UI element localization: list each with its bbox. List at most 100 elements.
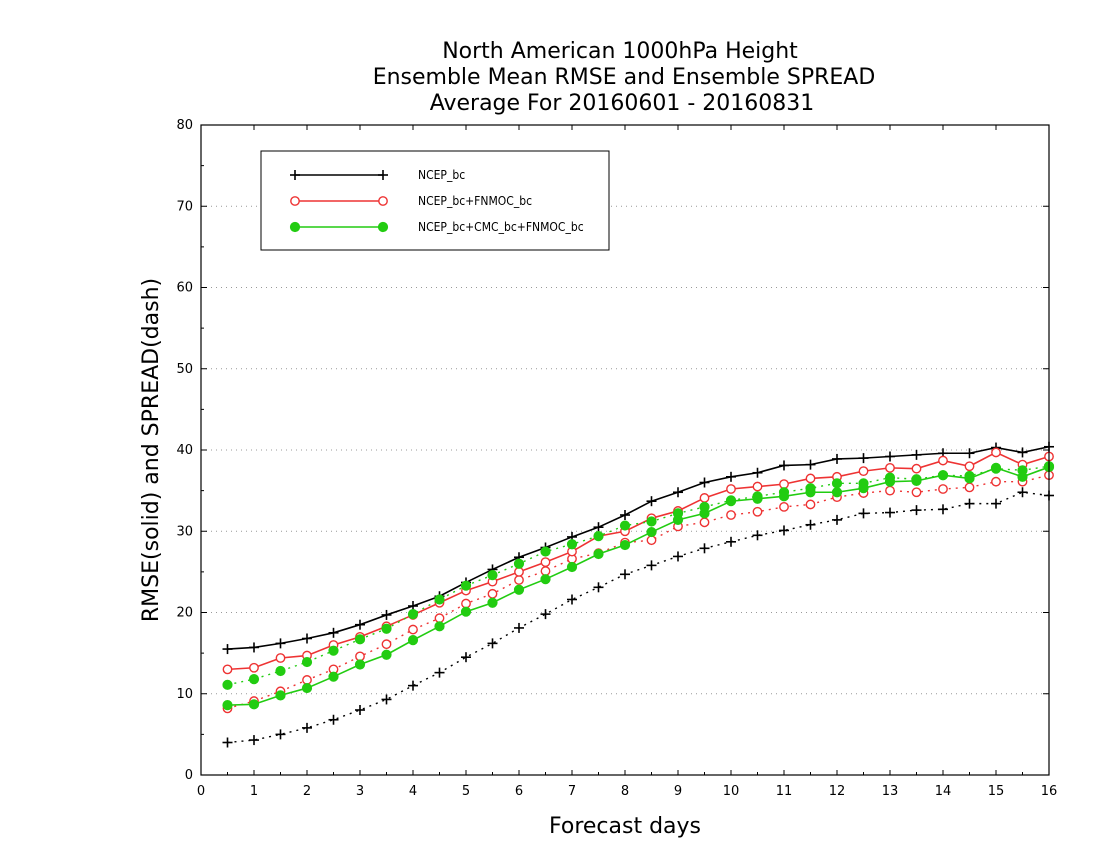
spread-point — [302, 675, 312, 685]
rmse-point — [328, 627, 339, 638]
spread-point — [434, 594, 445, 605]
spread-point — [752, 506, 763, 517]
legend-label: NCEP_bc — [418, 168, 465, 182]
spread-point — [1017, 487, 1028, 498]
y-tick-label: 0 — [185, 768, 193, 783]
spread-point — [222, 679, 233, 690]
rmse-point — [699, 508, 710, 519]
rmse-point — [540, 557, 551, 568]
y-tick-label: 30 — [176, 524, 193, 539]
legend-label: NCEP_bc+FNMOC_bc — [418, 194, 532, 208]
spread-point — [885, 507, 895, 518]
y-axis-label: RMSE(solid) and SPREAD(dash) — [139, 278, 164, 622]
spread-point — [540, 566, 551, 576]
legend: NCEP_bc NCEP_bc+FNMOC_bc NCEP_bc+CMC_bc+FN… — [260, 150, 610, 251]
rmse-point — [937, 470, 949, 481]
spread-point — [593, 582, 604, 593]
spread-point — [222, 737, 233, 748]
spread-point — [302, 722, 312, 733]
rmse-point — [1017, 471, 1028, 482]
rmse-point — [222, 700, 233, 711]
rmse-point — [619, 539, 631, 551]
rmse-point — [460, 606, 472, 617]
x-tick-label: 0 — [197, 784, 205, 799]
rmse-point — [222, 644, 233, 655]
spread-point — [964, 482, 975, 493]
rmse-point — [513, 584, 525, 595]
series-3 — [222, 461, 1055, 711]
rmse-point — [964, 448, 975, 459]
rmse-point — [620, 510, 630, 520]
rmse-point — [328, 671, 339, 682]
rmse-point — [805, 473, 816, 484]
spread-point — [275, 665, 286, 677]
x-tick-label: 10 — [723, 784, 740, 799]
chart-title-line-1: North American 1000hPa Height — [442, 39, 798, 64]
y-tick-label: 60 — [176, 281, 193, 296]
rmse-point — [275, 653, 286, 663]
rmse-point — [725, 496, 737, 507]
spread-point — [593, 531, 604, 542]
spread-point — [991, 476, 1001, 487]
spread-point — [461, 598, 471, 609]
spread-point — [328, 714, 339, 725]
x-tick-label: 12 — [829, 784, 846, 799]
legend-marker — [290, 196, 300, 206]
rmse-point — [514, 566, 524, 577]
series-layer — [222, 441, 1055, 748]
rmse-point — [249, 642, 259, 653]
x-tick-label: 2 — [303, 784, 311, 799]
rmse-point — [752, 467, 763, 478]
x-tick-label: 4 — [409, 784, 417, 799]
rmse-point — [938, 455, 948, 466]
x-tick-label: 3 — [356, 784, 364, 799]
rmse-point — [885, 462, 895, 473]
spread-point — [487, 588, 498, 599]
rmse-point — [884, 476, 896, 487]
rmse-point — [885, 451, 895, 462]
spread-point — [514, 575, 524, 585]
rmse-point — [487, 597, 498, 608]
spread-point — [752, 530, 763, 541]
rmse-point — [355, 619, 365, 630]
rmse-point — [858, 453, 869, 464]
spread-point — [355, 705, 365, 715]
spread-point — [726, 510, 736, 520]
spread-point — [381, 694, 392, 705]
x-tick-label: 13 — [882, 784, 899, 799]
spread-point — [885, 485, 895, 496]
rmse-point — [646, 526, 657, 538]
y-tick-label: 50 — [176, 362, 193, 377]
rmse-point — [752, 481, 763, 492]
spread-point — [355, 651, 365, 662]
spread-point — [567, 594, 577, 605]
rmse-point — [381, 649, 392, 660]
rmse-point — [752, 493, 763, 504]
y-tick-label: 20 — [176, 606, 193, 621]
spread-point — [699, 543, 710, 554]
rmse-point — [805, 487, 816, 498]
rmse-point — [726, 471, 736, 482]
y-tick-label: 80 — [176, 118, 193, 133]
rmse-point — [831, 487, 843, 498]
rmse-point — [964, 473, 975, 484]
rmse-point — [858, 466, 869, 477]
spread-point — [911, 505, 922, 516]
x-tick-label: 15 — [988, 784, 1005, 799]
spread-point — [540, 546, 551, 557]
spread-point — [566, 539, 578, 550]
rmse-point — [407, 635, 419, 646]
rmse-point — [699, 477, 710, 488]
spread-point — [301, 656, 313, 668]
rmse-point — [964, 461, 975, 472]
rmse-point — [991, 447, 1001, 458]
spread-point — [513, 558, 525, 569]
rmse-point — [832, 453, 842, 464]
spread-point — [514, 622, 524, 633]
x-tick-label: 9 — [674, 784, 682, 799]
spread-point — [726, 536, 736, 547]
spread-point — [805, 499, 816, 510]
rmse-point — [248, 699, 260, 710]
rmse-point — [302, 633, 312, 644]
